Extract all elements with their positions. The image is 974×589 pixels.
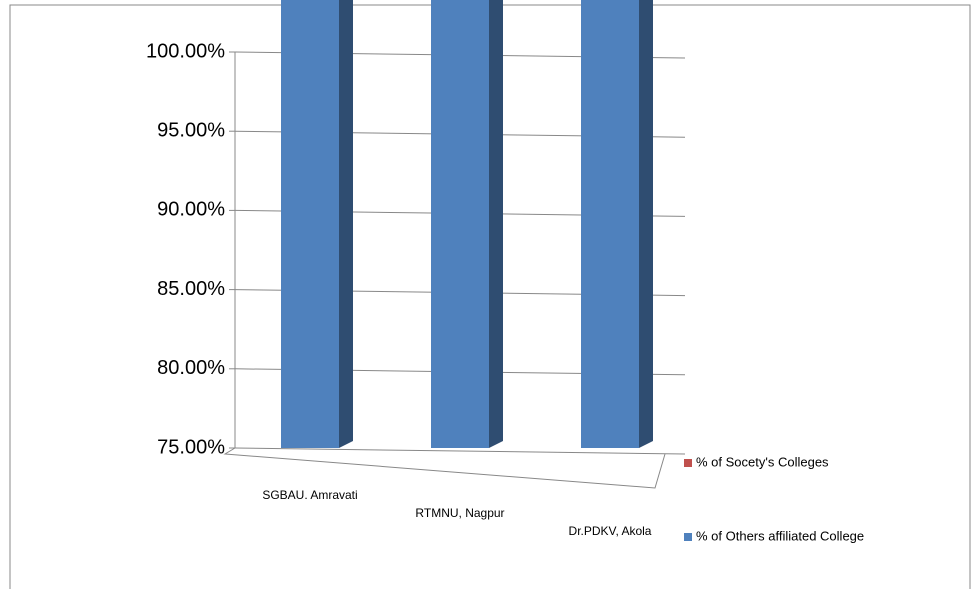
y-tick-label: 75.00%	[157, 436, 225, 458]
legend-label: % of Others affiliated College	[696, 528, 864, 543]
x-tick-label: SGBAU. Amravati	[262, 488, 357, 502]
x-tick-label: RTMNU, Nagpur	[415, 506, 504, 520]
legend-swatch	[684, 459, 692, 467]
bar-side	[489, 0, 503, 448]
bar-side	[639, 0, 653, 448]
legend-swatch	[684, 533, 692, 541]
bar-side	[339, 0, 353, 448]
y-tick-label: 95.00%	[157, 119, 225, 141]
bar	[281, 0, 339, 449]
y-tick-label: 100.00%	[146, 40, 225, 62]
legend-label: % of Socety's Colleges	[696, 454, 829, 469]
y-tick-label: 80.00%	[157, 357, 225, 379]
bar	[431, 0, 489, 448]
y-tick-label: 85.00%	[157, 278, 225, 300]
x-tick-label: Dr.PDKV, Akola	[569, 524, 652, 538]
bar	[581, 0, 639, 448]
y-tick-label: 90.00%	[157, 199, 225, 221]
floor	[223, 447, 666, 489]
grid-line	[234, 447, 686, 455]
